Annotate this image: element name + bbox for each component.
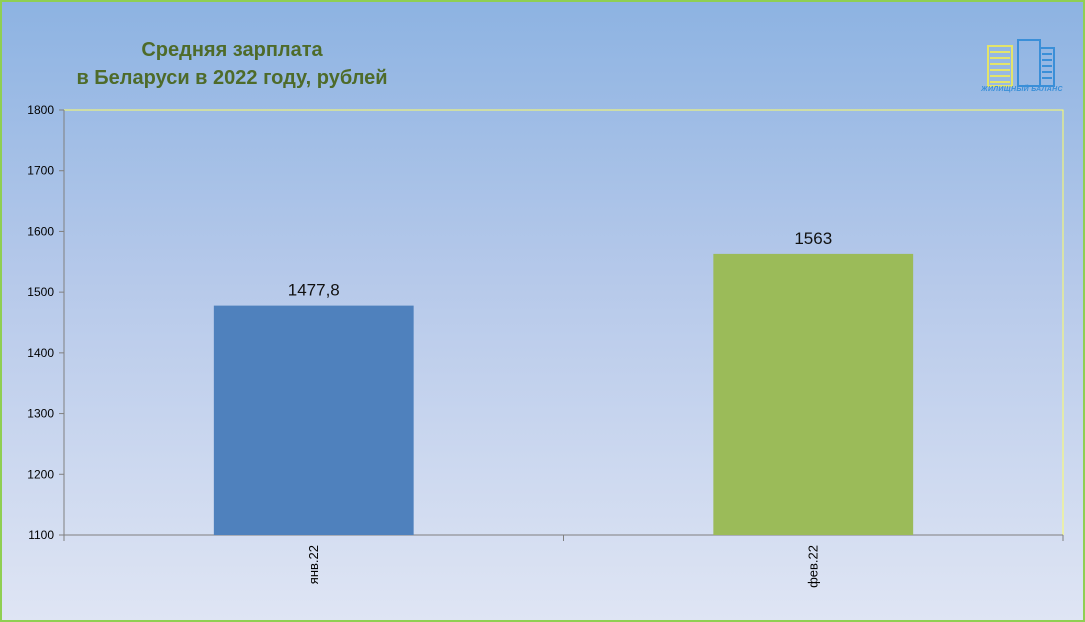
- chart-title-line-2: в Беларуси в 2022 году, рублей: [76, 67, 388, 89]
- chart-title: Средняя зарплата в Беларуси в 2022 году,…: [32, 36, 432, 92]
- y-tick-label: 1500: [27, 285, 54, 299]
- y-tick-label: 1300: [27, 407, 54, 421]
- logo-blue-building: [1017, 39, 1055, 87]
- x-tick-label-1: янв.22: [306, 545, 321, 584]
- x-tick-label-2: фев.22: [805, 545, 820, 588]
- y-tick-label: 1200: [27, 467, 54, 481]
- bar-1: [213, 305, 414, 535]
- bars: [213, 253, 914, 535]
- chart-title-line-1: Средняя зарплата: [141, 39, 323, 61]
- logo-yellow-building: [987, 45, 1013, 87]
- logo-caption: ЖИЛИЩНЫЙ БАЛАНС: [981, 86, 1063, 93]
- data-label-2: 1563: [794, 229, 832, 248]
- bar-2: [713, 253, 914, 535]
- y-tick-label: 1400: [27, 346, 54, 360]
- y-tick-label: 1800: [27, 103, 54, 117]
- y-axis: 1100 1200 1300 1400 1500 1600 1700 1800: [27, 103, 65, 542]
- data-label-1: 1477,8: [288, 281, 340, 300]
- y-tick-label: 1600: [27, 224, 54, 238]
- x-axis: янв.22 фев.22: [63, 534, 1064, 588]
- buildings-logo-icon: [987, 39, 1055, 87]
- data-labels: 1477,8 1563: [288, 229, 832, 300]
- y-tick-label: 1100: [28, 528, 54, 542]
- y-tick-label: 1700: [27, 164, 54, 178]
